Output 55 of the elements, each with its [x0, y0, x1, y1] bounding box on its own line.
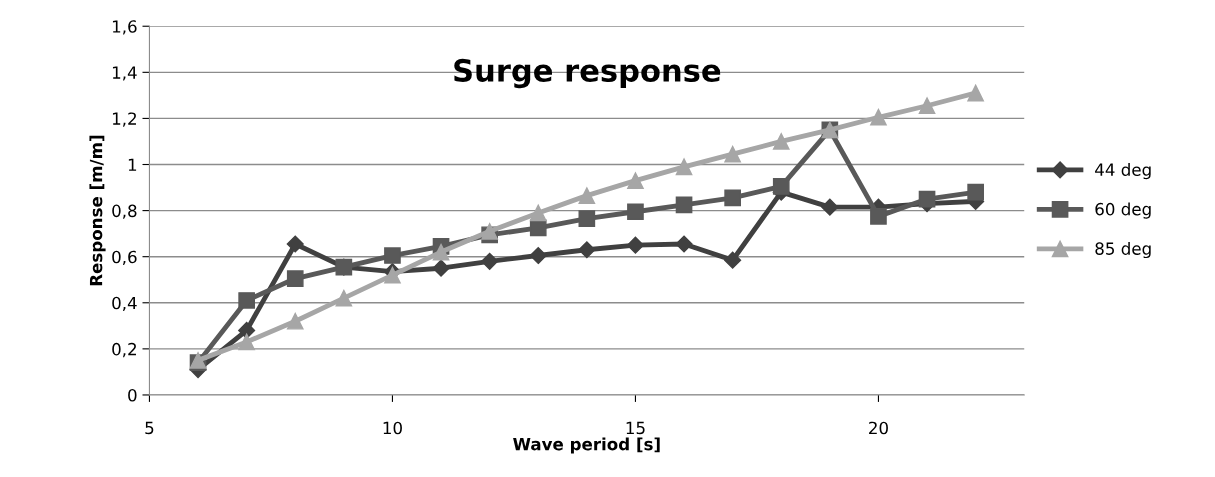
point: [384, 247, 401, 264]
legend-label: 44 deg: [1095, 163, 1151, 180]
y-tick-label: 0,6: [112, 250, 137, 265]
point: [238, 292, 255, 309]
y-tick-label: 0,4: [112, 296, 137, 312]
point: [238, 333, 255, 351]
point: [626, 236, 644, 254]
point: [918, 190, 936, 208]
point: [529, 246, 547, 265]
point: [870, 208, 887, 225]
x-tick-label: 10: [383, 421, 402, 435]
x-tick-label: 20: [869, 421, 888, 435]
x-tick-label: 15: [626, 421, 645, 435]
point: [529, 204, 547, 222]
text: Surge response: [454, 58, 721, 89]
point: [675, 196, 693, 214]
y-tick-label: 1,4: [112, 66, 137, 81]
legend-label: 85 deg: [1095, 241, 1151, 259]
point: [967, 84, 984, 102]
point: [286, 312, 304, 330]
y-tick-label: 0,2: [112, 342, 136, 358]
point: [432, 259, 450, 277]
x-tick-label: 5: [145, 421, 154, 435]
y-tick-label: 1: [128, 158, 137, 171]
point: [578, 210, 596, 227]
point: [967, 183, 984, 201]
point: [578, 241, 596, 259]
point: [870, 108, 887, 126]
point: [724, 189, 741, 207]
legend-label: 60 deg: [1095, 202, 1151, 219]
point: [238, 321, 256, 339]
point: [724, 251, 742, 269]
point: [529, 219, 547, 237]
point: [286, 270, 304, 287]
point: [578, 187, 596, 204]
point: [724, 145, 741, 163]
point: [286, 235, 304, 253]
y-tick-label: 0,8: [112, 204, 137, 219]
point: [432, 243, 450, 261]
x-axis-title: Wave period [s]: [513, 437, 660, 454]
point: [481, 252, 499, 270]
point: [821, 198, 839, 216]
point: [675, 235, 693, 253]
point: [627, 172, 644, 189]
y-tick-label: 0: [128, 388, 137, 402]
y-tick-label: 1,2: [112, 112, 136, 127]
point: [675, 158, 693, 176]
y-axis-title: Response [m/m]: [89, 135, 106, 286]
point: [772, 133, 790, 150]
y-tick-label: 1,6: [112, 20, 137, 35]
point: [335, 289, 353, 307]
point: [918, 97, 936, 115]
point: [627, 203, 644, 221]
point: [772, 178, 790, 195]
point: [481, 223, 498, 240]
